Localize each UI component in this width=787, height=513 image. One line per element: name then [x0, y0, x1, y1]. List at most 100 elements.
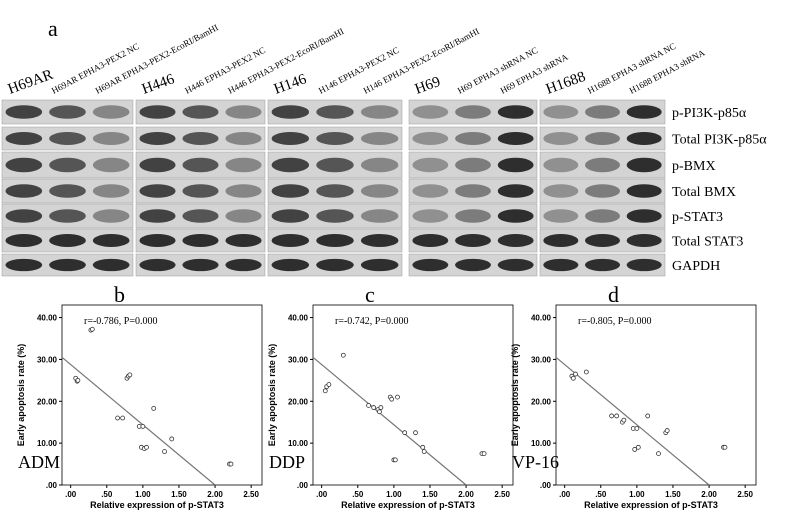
y-axis-label: Early apoptosis rate (%)	[510, 344, 520, 447]
lane-header: H146 EPHA3-PEX2 NC	[317, 45, 401, 96]
point	[413, 430, 418, 436]
lane-header: H69 EPHA3 shRNA NC	[456, 45, 540, 96]
blot-band	[412, 157, 449, 173]
point	[140, 423, 146, 429]
blot-band	[225, 105, 262, 119]
x-axis-label: Relative expression of p-STAT3	[90, 500, 224, 510]
blot-band	[5, 184, 43, 198]
blot-band	[139, 157, 176, 173]
point	[371, 405, 377, 410]
blot-band	[543, 184, 579, 198]
row-label: p-STAT3	[672, 210, 723, 225]
blot-band	[139, 105, 176, 119]
blot-band	[182, 209, 219, 223]
blot-band	[139, 132, 176, 145]
blot-strip	[539, 126, 666, 151]
point	[378, 405, 384, 410]
blot-band	[585, 234, 620, 247]
x-tick-label: .50	[101, 490, 113, 499]
blot-band	[543, 132, 579, 145]
blot-band	[455, 209, 491, 223]
blot-band	[412, 184, 449, 198]
blot-band	[497, 105, 534, 119]
point	[377, 409, 382, 415]
point	[573, 371, 578, 377]
blot-band	[543, 209, 579, 223]
y-axis-label: Early apoptosis rate (%)	[267, 344, 277, 447]
blot-band	[497, 157, 534, 173]
point	[621, 417, 627, 423]
blot-band	[360, 184, 399, 198]
x-tick-label: 2.00	[207, 490, 223, 499]
point	[389, 396, 395, 402]
blot-band	[92, 157, 130, 173]
blot-band	[225, 258, 262, 272]
point	[722, 444, 728, 450]
lane-header: H446 EPHA3-PEX2 NC	[183, 45, 267, 96]
x-tick-label: 1.00	[386, 490, 402, 499]
x-axis-label: Relative expression of p-STAT3	[584, 500, 718, 510]
blot-band	[360, 234, 399, 247]
blot-band	[225, 209, 262, 223]
blot-band	[92, 184, 130, 198]
blot-band	[316, 258, 354, 272]
x-tick-label: 1.50	[171, 490, 187, 499]
point	[89, 326, 95, 332]
blot-band	[455, 157, 491, 173]
point	[127, 372, 133, 378]
point	[162, 449, 167, 454]
row-label: Total STAT3	[672, 235, 743, 250]
x-tick-label: 2.50	[494, 490, 510, 499]
blot-band	[497, 234, 534, 247]
drug-label: VP-16	[512, 452, 559, 472]
point	[169, 436, 175, 442]
blot-band	[360, 258, 399, 272]
blot-band	[5, 157, 43, 173]
blot-band	[271, 105, 310, 119]
y-axis-label: Early apoptosis rate (%)	[16, 344, 26, 447]
point	[570, 375, 576, 381]
blot-band	[139, 234, 176, 247]
blot-band	[92, 234, 130, 247]
blot-band	[316, 184, 354, 198]
annotation: r=-0.742, P=0.000	[335, 316, 409, 327]
panel-label: c	[365, 282, 375, 307]
blot-band	[271, 258, 310, 272]
blot-band	[585, 209, 620, 223]
x-tick-label: 1.00	[629, 490, 645, 499]
blot-band	[92, 105, 130, 119]
blot-band	[5, 132, 43, 145]
x-tick-label: .00	[65, 490, 77, 499]
point	[395, 394, 400, 400]
point	[228, 461, 234, 467]
blot-band	[182, 258, 219, 272]
blot-band	[139, 258, 176, 272]
point	[322, 388, 328, 394]
point	[614, 413, 620, 419]
point	[634, 426, 640, 431]
point	[583, 369, 589, 375]
point	[645, 413, 651, 419]
blot-band	[92, 132, 130, 145]
blot-band	[5, 234, 43, 247]
fit-line	[555, 356, 710, 486]
y-tick-label: 10.00	[531, 439, 552, 448]
row-label: Total BMX	[672, 185, 736, 200]
blot-band	[543, 234, 579, 247]
blot-band	[585, 157, 620, 173]
plot-frame	[555, 304, 757, 486]
blot-band	[497, 132, 534, 145]
y-tick-label: 20.00	[288, 397, 309, 406]
blot-band	[316, 234, 354, 247]
blot-band	[543, 105, 579, 119]
blot-band	[49, 184, 86, 198]
point	[326, 382, 332, 387]
y-tick-label: 10.00	[288, 439, 309, 448]
blot-band	[49, 132, 86, 145]
blot-band	[585, 105, 620, 119]
y-tick-label: 20.00	[531, 397, 552, 406]
y-tick-label: .00	[297, 481, 309, 490]
blot-band	[316, 132, 354, 145]
blot-band	[49, 234, 86, 247]
